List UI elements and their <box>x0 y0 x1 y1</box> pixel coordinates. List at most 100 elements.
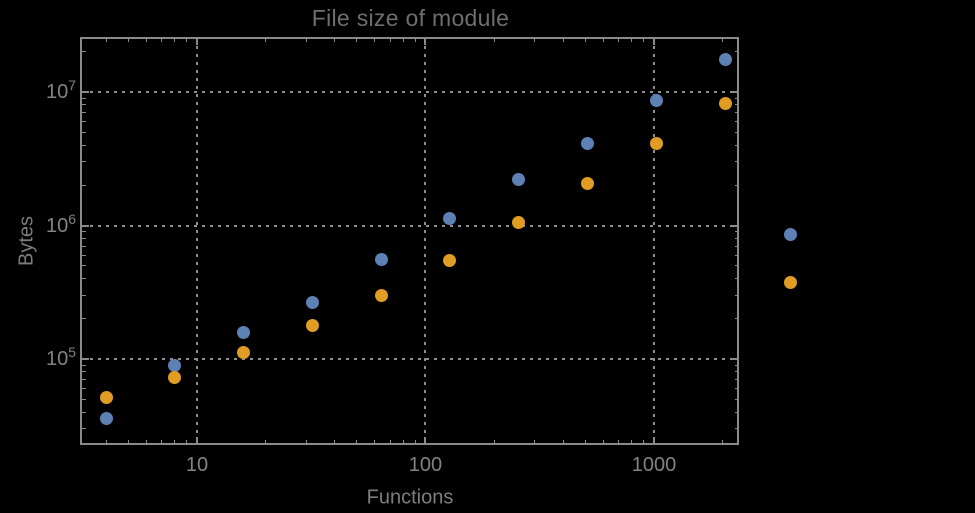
x-minor-tick <box>127 440 129 444</box>
y-minor-tick <box>735 97 739 99</box>
orange-series-point <box>718 96 732 110</box>
x-minor-tick <box>265 38 267 42</box>
y-minor-tick <box>735 131 739 133</box>
y-minor-tick <box>82 51 86 53</box>
x-minor-tick <box>161 440 163 444</box>
orange-series-point <box>443 253 457 267</box>
y-minor-tick <box>82 104 86 106</box>
blue-series-point <box>305 295 319 309</box>
y-minor-tick <box>735 237 739 239</box>
y-minor-tick <box>82 371 86 373</box>
y-minor-tick <box>735 278 739 280</box>
orange-series-point <box>237 346 251 360</box>
y-tick-exponent: 6 <box>68 210 76 227</box>
y-tick-exponent: 5 <box>68 344 76 361</box>
y-minor-tick <box>735 121 739 123</box>
orange-series-point <box>649 136 663 150</box>
x-minor-tick <box>145 440 147 444</box>
x-minor-tick <box>186 440 187 444</box>
y-minor-tick <box>82 112 86 114</box>
y-minor-tick <box>82 97 86 99</box>
blue-series-point <box>512 172 526 186</box>
x-major-tick <box>424 38 427 45</box>
x-minor-tick <box>722 38 724 42</box>
y-tick-mantissa: 10 <box>45 348 69 371</box>
y-minor-tick <box>735 231 739 233</box>
grid-line-vertical <box>424 38 427 444</box>
y-major-tick <box>732 224 739 227</box>
x-minor-tick <box>602 440 604 444</box>
y-minor-tick <box>735 161 739 163</box>
blue-series-point <box>374 252 388 266</box>
x-tick-label: 1000 <box>631 454 677 476</box>
y-minor-tick <box>735 428 739 430</box>
blue-series-point <box>99 412 113 426</box>
x-minor-tick <box>374 38 376 42</box>
y-minor-tick <box>82 245 86 247</box>
x-minor-tick <box>174 38 176 42</box>
x-minor-tick <box>618 38 620 42</box>
x-major-tick <box>424 437 427 444</box>
y-minor-tick <box>735 379 739 381</box>
y-minor-tick <box>82 231 86 233</box>
y-minor-tick <box>735 364 739 366</box>
x-major-tick <box>653 38 656 45</box>
x-minor-tick <box>127 38 129 42</box>
blue-series-point <box>443 212 457 226</box>
x-minor-tick <box>105 38 107 42</box>
y-minor-tick <box>82 265 86 267</box>
orange-series-point <box>374 288 388 302</box>
x-minor-tick <box>265 440 267 444</box>
blue-series-point <box>237 326 251 340</box>
x-minor-tick <box>389 440 391 444</box>
x-minor-tick <box>631 440 633 444</box>
y-minor-tick <box>82 131 86 133</box>
y-tick-label: 107 <box>0 77 76 106</box>
x-minor-tick <box>334 38 336 42</box>
chart-title: File size of module <box>311 5 510 31</box>
x-minor-tick <box>356 440 358 444</box>
x-minor-tick <box>186 38 187 42</box>
y-tick-mantissa: 10 <box>45 81 69 104</box>
x-minor-tick <box>493 38 495 42</box>
y-minor-tick <box>735 51 739 53</box>
x-minor-tick <box>602 38 604 42</box>
orange-series-point <box>99 391 113 404</box>
y-minor-tick <box>735 104 739 106</box>
x-minor-tick <box>414 38 416 42</box>
x-minor-tick <box>534 38 536 42</box>
y-minor-tick <box>82 294 86 296</box>
y-minor-tick <box>735 294 739 296</box>
x-minor-tick <box>414 440 416 444</box>
x-minor-tick <box>105 440 107 444</box>
x-minor-tick <box>584 38 586 42</box>
x-minor-tick <box>643 440 645 444</box>
y-major-tick <box>82 91 89 94</box>
y-minor-tick <box>735 245 739 247</box>
y-minor-tick <box>82 184 86 186</box>
orange-series-point <box>168 370 182 384</box>
x-tick-label: 10 <box>185 454 209 476</box>
blue-series-point <box>718 53 732 67</box>
y-minor-tick <box>82 161 86 163</box>
y-tick-label: 105 <box>0 344 76 373</box>
orange-series-point <box>512 215 526 229</box>
x-minor-tick <box>618 440 620 444</box>
y-tick-label: 106 <box>0 210 76 240</box>
y-minor-tick <box>735 265 739 267</box>
y-tick-mantissa: 10 <box>45 214 69 237</box>
x-minor-tick <box>174 440 176 444</box>
grid-line-vertical <box>195 38 198 444</box>
x-minor-tick <box>562 440 564 444</box>
orange-series-point <box>581 176 595 190</box>
x-minor-tick <box>402 440 404 444</box>
y-minor-tick <box>82 379 86 381</box>
y-minor-tick <box>735 184 739 186</box>
y-minor-tick <box>82 254 86 256</box>
y-minor-tick <box>82 364 86 366</box>
y-tick-exponent: 7 <box>68 77 76 94</box>
grid-line-horizontal <box>82 224 739 227</box>
y-minor-tick <box>735 388 739 390</box>
x-minor-tick <box>305 440 307 444</box>
grid-line-horizontal <box>82 358 739 361</box>
